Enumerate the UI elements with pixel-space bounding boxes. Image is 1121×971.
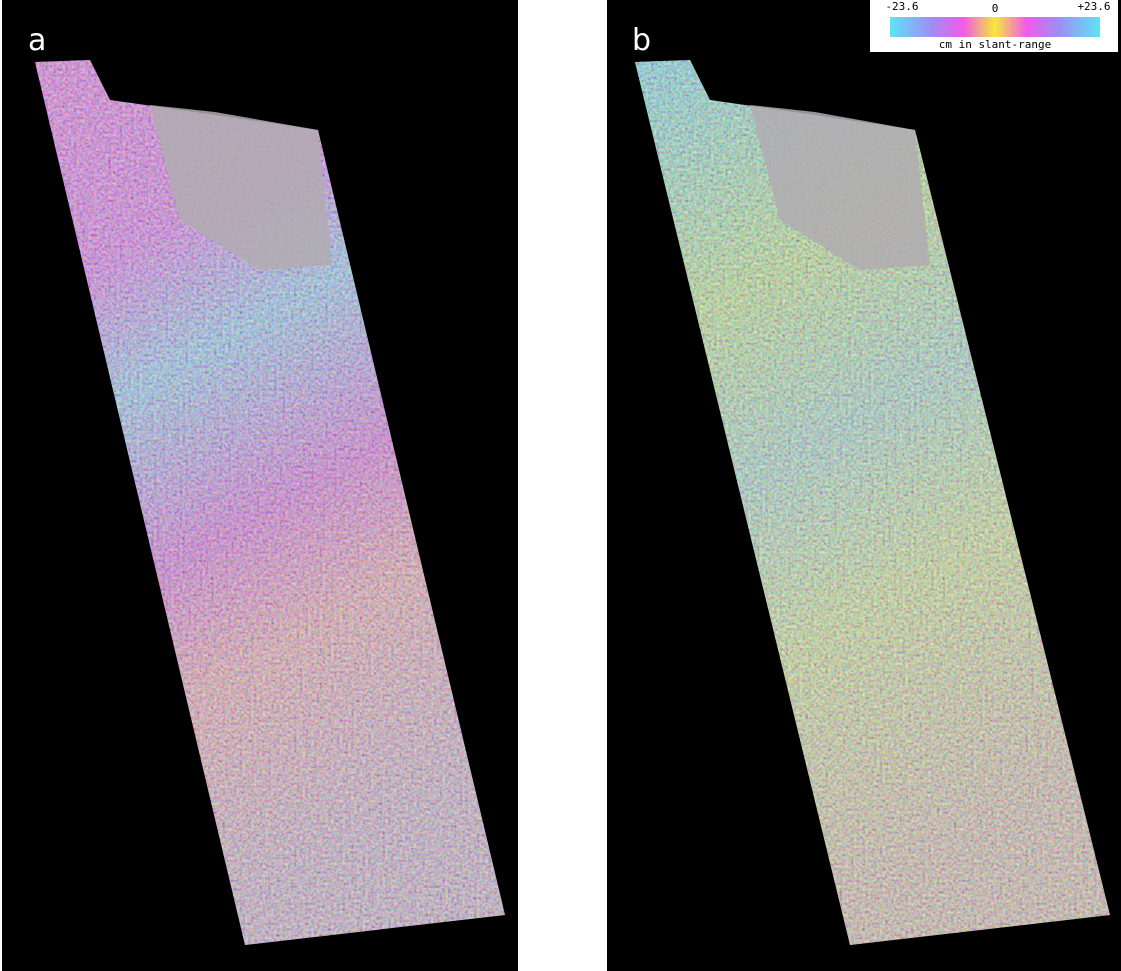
page: a b -23.6 0 +23.6 cm in slant-range (() … (0, 0, 1121, 971)
panel-label: b (632, 23, 651, 58)
colorbar-unit: cm in slant-range (939, 38, 1052, 51)
colorbar-gradient (890, 17, 1100, 37)
colorbar: -23.6 0 +23.6 cm in slant-range (870, 0, 1118, 52)
colorbar-mid: 0 (992, 2, 999, 15)
colorbar-max: +23.6 (1077, 0, 1110, 13)
figure: a b -23.6 0 +23.6 cm in slant-range (0, 0, 1121, 971)
panel-label: a (28, 23, 46, 58)
colorbar-min: -23.6 (885, 0, 918, 13)
